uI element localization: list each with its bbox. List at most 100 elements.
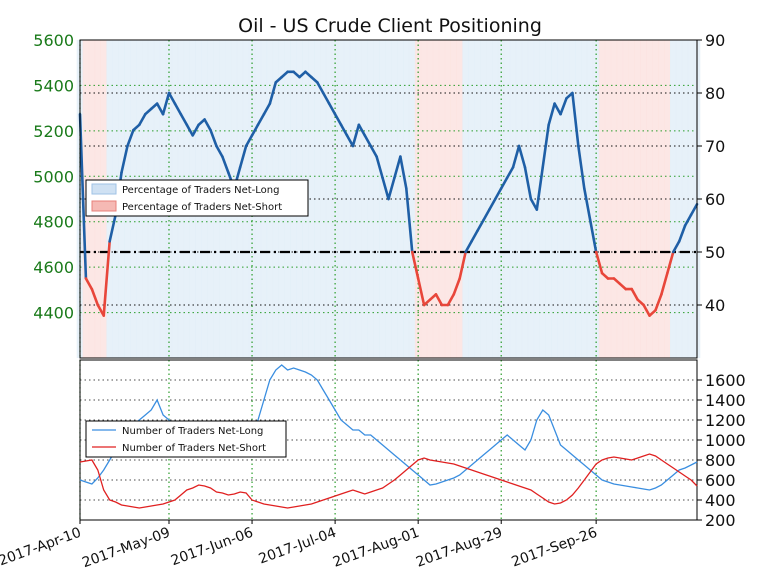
sentiment-band — [628, 40, 636, 358]
legend-label-short: Percentage of Traders Net-Short — [122, 202, 282, 213]
net-long-percentage-segment — [464, 240, 473, 254]
net-long-percentage-segment — [452, 277, 461, 296]
sentiment-band — [681, 40, 689, 358]
chart-title: Oil - US Crude Client Positioning — [238, 15, 542, 37]
net-long-percentage-segment — [310, 75, 319, 84]
net-long-percentage-segment — [660, 271, 669, 296]
net-long-percentage-segment — [102, 240, 111, 317]
legend-swatch-long — [91, 183, 117, 195]
net-long-percentage-segment — [588, 218, 598, 254]
net-long-percentage-segment — [185, 123, 195, 137]
right-axis-tick-label: 200 — [705, 511, 736, 530]
net-long-percentage-segment — [476, 218, 485, 233]
net-long-percentage-segment — [143, 107, 153, 116]
net-long-percentage-segment — [648, 308, 657, 317]
net-long-percentage-segment — [161, 91, 171, 116]
net-long-percentage-segment — [553, 102, 562, 116]
sentiment-band — [367, 40, 374, 358]
net-long-percentage-segment — [268, 81, 278, 105]
net-long-percentage-segment — [547, 102, 556, 127]
left-axis-tick-label: 5000 — [33, 167, 74, 186]
net-long-percentage-segment — [256, 112, 266, 127]
x-axis-tick-label: 2017-May-09 — [80, 525, 172, 572]
x-axis-tick-label: 2017-Jun-06 — [169, 525, 256, 570]
net-long-percentage-segment — [132, 123, 141, 132]
sentiment-band — [533, 40, 541, 358]
x-axis-tick-label: 2017-Apr-10 — [0, 525, 83, 570]
sentiment-band — [391, 40, 398, 358]
sentiment-band — [592, 40, 600, 358]
net-long-percentage-segment — [677, 224, 687, 243]
net-long-percentage-segment — [683, 213, 693, 227]
net-long-percentage-segment — [209, 128, 218, 148]
right-axis-tick-label: 90 — [705, 31, 725, 50]
net-long-percentage-segment — [582, 187, 592, 222]
net-long-percentage-segment — [393, 155, 402, 180]
right-axis-tick-label: 800 — [705, 451, 736, 470]
net-long-percentage-segment — [666, 250, 675, 275]
net-long-percentage-segment — [292, 70, 301, 79]
right-axis-tick-label: 70 — [705, 137, 725, 156]
left-axis-tick-label: 4600 — [33, 258, 74, 277]
net-long-percentage-segment — [577, 144, 586, 190]
net-long-percentage-segment — [84, 277, 94, 291]
legend-label-long: Percentage of Traders Net-Long — [122, 185, 280, 196]
net-long-percentage-segment — [482, 208, 491, 222]
net-long-percentage-segment — [363, 134, 373, 148]
sentiment-band — [575, 40, 582, 358]
net-long-percentage-segment — [155, 102, 165, 116]
right-axis-tick-label: 40 — [705, 296, 725, 315]
sentiment-band — [586, 40, 594, 358]
net-short-count-line — [79, 453, 698, 509]
right-axis-tick-label: 1000 — [705, 431, 746, 450]
net-long-percentage-segment — [517, 144, 527, 169]
sentiment-band — [349, 40, 357, 358]
net-long-percentage-segment — [642, 303, 651, 317]
net-long-percentage-segment — [422, 298, 432, 307]
net-long-percentage-segment — [179, 112, 189, 127]
net-long-percentage-segment — [618, 282, 628, 291]
sentiment-band — [426, 40, 434, 358]
legend-box — [85, 420, 287, 458]
left-axis-tick-label: 5400 — [33, 76, 74, 95]
sentiment-band — [373, 40, 380, 358]
right-axis-tick-label: 80 — [705, 84, 725, 103]
net-long-percentage-segment — [600, 271, 610, 280]
net-long-percentage-segment — [594, 250, 604, 275]
sentiment-band — [497, 40, 505, 358]
net-long-percentage-segment — [488, 197, 497, 211]
net-long-percentage-segment — [316, 81, 325, 95]
net-long-percentage-segment — [630, 287, 639, 302]
net-long-percentage-segment — [381, 176, 390, 201]
left-axis-tick-label: 5600 — [33, 31, 74, 50]
net-long-percentage-segment — [339, 123, 349, 137]
net-long-percentage-segment — [612, 277, 622, 286]
right-axis-tick-label: 1600 — [705, 371, 746, 390]
left-axis-tick-label: 4800 — [33, 213, 74, 232]
sentiment-band — [420, 40, 428, 358]
sentiment-band — [670, 40, 677, 358]
left-axis-tick-label: 4400 — [33, 304, 74, 323]
sentiment-band — [480, 40, 487, 358]
net-long-percentage-segment — [571, 91, 580, 148]
net-long-percentage-segment — [511, 144, 521, 169]
sentiment-band — [462, 40, 469, 358]
sentiment-band — [355, 40, 363, 358]
net-long-percentage-segment — [458, 250, 467, 280]
net-long-percentage-segment — [351, 123, 361, 148]
sentiment-band — [634, 40, 641, 358]
sentiment-band — [664, 40, 671, 358]
net-long-percentage-segment — [689, 203, 699, 217]
sentiment-band — [444, 40, 452, 358]
net-long-percentage-segment — [221, 155, 230, 174]
net-long-percentage-segment — [535, 165, 545, 211]
right-axis-tick-label: 1400 — [705, 391, 746, 410]
x-axis-tick-label: 2017-Aug-29 — [414, 525, 505, 571]
net-long-percentage-segment — [138, 112, 147, 127]
net-long-percentage-segment — [126, 128, 135, 148]
sentiment-band — [308, 40, 315, 358]
net-long-percentage-segment — [636, 298, 645, 307]
net-long-percentage-segment — [523, 165, 533, 201]
